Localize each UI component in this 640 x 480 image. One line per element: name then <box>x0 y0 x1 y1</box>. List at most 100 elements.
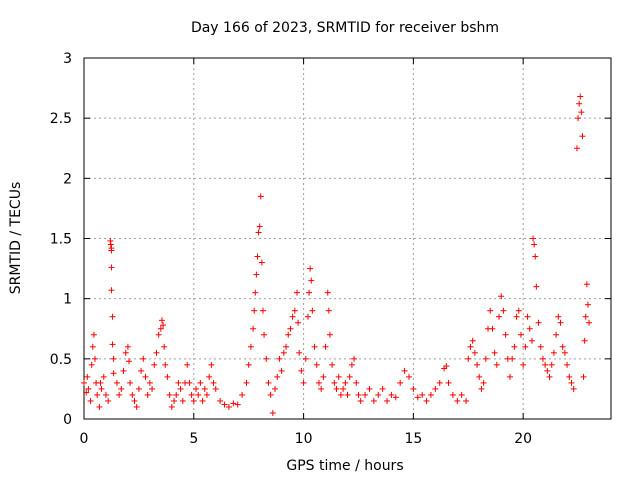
data-point <box>239 391 246 398</box>
y-axis-label: SRMTID / TECUs <box>8 182 24 295</box>
x-tick-label: 15 <box>404 431 422 447</box>
data-point <box>110 355 117 362</box>
data-point <box>320 373 327 380</box>
data-point <box>108 247 115 254</box>
data-point <box>175 379 182 386</box>
data-point <box>109 341 116 348</box>
data-point <box>419 391 426 398</box>
data-point <box>454 397 461 404</box>
data-point <box>362 391 369 398</box>
data-point <box>346 373 353 380</box>
data-point <box>344 391 351 398</box>
data-point <box>250 325 257 332</box>
data-point <box>166 391 173 398</box>
data-point <box>586 319 593 326</box>
data-point <box>528 337 535 344</box>
data-point <box>544 367 551 374</box>
data-point <box>253 271 260 278</box>
data-point <box>384 397 391 404</box>
data-point <box>506 373 513 380</box>
data-point <box>98 385 105 392</box>
data-point <box>295 319 302 326</box>
data-point <box>171 397 178 404</box>
data-point <box>340 385 347 392</box>
data-point <box>153 349 160 356</box>
data-point <box>164 373 171 380</box>
data-point <box>157 325 164 332</box>
data-point <box>502 331 509 338</box>
data-point <box>308 277 315 284</box>
data-point <box>247 343 254 350</box>
data-point <box>357 397 364 404</box>
data-point <box>427 391 434 398</box>
data-point <box>94 391 101 398</box>
data-point <box>322 343 329 350</box>
data-point <box>535 319 542 326</box>
data-point <box>533 283 540 290</box>
x-tick-label: 10 <box>295 431 313 447</box>
data-point <box>580 373 587 380</box>
data-point <box>186 379 193 386</box>
data-point <box>548 361 555 368</box>
data-point <box>149 385 156 392</box>
data-point <box>570 385 577 392</box>
x-tick-label: 0 <box>80 431 89 447</box>
data-point <box>251 307 258 314</box>
data-point <box>474 361 481 368</box>
data-point <box>88 361 95 368</box>
data-point <box>133 403 140 410</box>
data-point <box>195 391 202 398</box>
data-point <box>511 343 518 350</box>
data-point <box>138 367 145 374</box>
data-point <box>581 337 588 344</box>
data-point <box>144 391 151 398</box>
data-point <box>467 343 474 350</box>
data-point <box>306 289 313 296</box>
data-point <box>105 397 112 404</box>
data-point <box>500 307 507 314</box>
data-point <box>553 331 560 338</box>
data-point <box>173 391 180 398</box>
data-point <box>129 391 136 398</box>
data-point <box>97 379 104 386</box>
data-point <box>206 373 213 380</box>
data-point <box>573 145 580 152</box>
data-point <box>192 385 199 392</box>
data-point <box>188 391 195 398</box>
data-point <box>478 385 485 392</box>
data-point <box>197 379 204 386</box>
data-point <box>245 361 252 368</box>
data-point <box>107 241 114 248</box>
data-point <box>335 373 342 380</box>
data-point <box>259 307 266 314</box>
data-point <box>401 367 408 374</box>
data-point <box>177 385 184 392</box>
data-point <box>584 301 591 308</box>
data-point <box>331 379 338 386</box>
data-point <box>513 313 520 320</box>
data-point <box>517 331 524 338</box>
data-point <box>559 343 566 350</box>
data-point <box>280 349 287 356</box>
data-point <box>255 229 262 236</box>
data-point <box>489 325 496 332</box>
data-point <box>160 322 167 329</box>
data-point <box>333 385 340 392</box>
data-point <box>122 349 129 356</box>
data-point <box>449 391 456 398</box>
data-point <box>296 349 303 356</box>
data-point <box>532 253 539 260</box>
data-point <box>458 391 465 398</box>
data-point <box>443 363 450 370</box>
data-point <box>89 343 96 350</box>
data-point <box>184 361 191 368</box>
data-point <box>392 394 399 401</box>
data-point <box>234 401 241 408</box>
data-point <box>582 313 589 320</box>
data-point <box>140 355 147 362</box>
data-point <box>555 313 562 320</box>
data-point <box>482 355 489 362</box>
data-point <box>208 361 215 368</box>
data-point <box>577 93 584 100</box>
data-point <box>291 307 298 314</box>
